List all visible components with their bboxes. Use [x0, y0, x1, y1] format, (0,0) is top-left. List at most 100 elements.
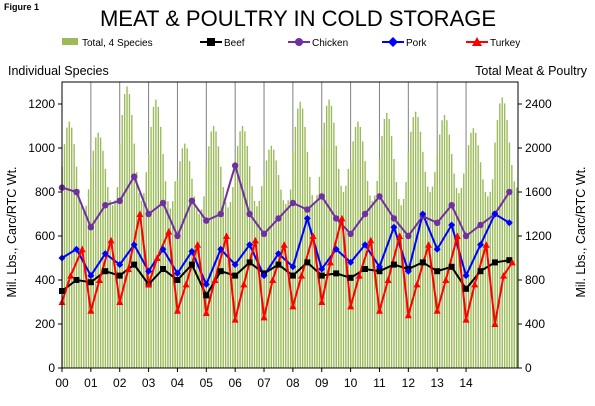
- total-bars: [61, 86, 518, 369]
- total-bar: [99, 137, 102, 368]
- pork-point: [505, 219, 513, 227]
- total-bar: [143, 193, 145, 368]
- beef-point: [376, 268, 383, 275]
- total-bar: [506, 119, 508, 368]
- chicken-point: [405, 232, 412, 240]
- chicken-point: [73, 188, 80, 196]
- left-tick-label: 600: [35, 229, 55, 243]
- total-bar: [374, 195, 376, 368]
- chicken-point: [506, 188, 513, 196]
- total-bar: [241, 126, 244, 368]
- pork-point: [202, 280, 210, 288]
- total-bar: [198, 214, 200, 368]
- total-bar: [402, 199, 405, 368]
- total-bar: [239, 131, 241, 368]
- legend-label-total: Total, 4 Species: [82, 38, 153, 49]
- beef-point: [87, 279, 94, 286]
- total-bar: [270, 145, 273, 368]
- turkey-point: [355, 272, 363, 279]
- total-bar: [140, 200, 143, 368]
- x-tick-label: 02: [113, 376, 127, 390]
- chicken-point: [433, 219, 441, 226]
- turkey-point: [96, 276, 104, 283]
- turkey-point: [173, 307, 181, 314]
- left-tick-label: 200: [35, 317, 55, 331]
- total-bar: [111, 205, 114, 368]
- total-bar: [304, 126, 306, 368]
- total-bar: [455, 187, 458, 368]
- figure-label: Figure 1: [4, 2, 39, 12]
- total-bar: [131, 115, 133, 368]
- total-bar: [448, 134, 451, 368]
- right-tick-label: 1200: [525, 229, 552, 243]
- turkey-point: [462, 316, 470, 323]
- total-bar: [426, 186, 429, 368]
- total-bar: [265, 160, 268, 368]
- turkey-point: [87, 307, 95, 314]
- pork-point: [188, 247, 196, 255]
- turkey-line: [61, 213, 514, 325]
- pork-point: [116, 261, 124, 269]
- total-bar: [215, 131, 217, 368]
- total-bar: [222, 187, 224, 368]
- total-bar: [501, 97, 503, 369]
- beef-point: [203, 292, 210, 299]
- total-bar: [268, 149, 270, 368]
- total-bar: [309, 176, 311, 368]
- total-bar: [412, 117, 414, 369]
- total-bar: [400, 205, 402, 368]
- turkey-point: [182, 280, 190, 288]
- chicken-point: [332, 215, 340, 222]
- total-bar: [487, 196, 489, 368]
- turkey-point: [260, 313, 268, 321]
- total-bar: [330, 105, 333, 369]
- total-bar: [164, 181, 167, 368]
- total-bar: [251, 186, 253, 368]
- total-bar: [458, 193, 460, 368]
- right-tick-label: 400: [525, 317, 545, 331]
- x-tick-label: 05: [200, 376, 214, 390]
- beef-point: [491, 259, 498, 266]
- chicken-point: [231, 162, 239, 169]
- turkey-point: [165, 228, 173, 235]
- turkey-point: [508, 258, 516, 266]
- pork-point: [347, 258, 355, 266]
- x-tick-label: 13: [431, 376, 445, 390]
- total-bar: [407, 151, 410, 368]
- pork-point: [404, 267, 412, 275]
- pork-point: [130, 241, 138, 249]
- chicken-point: [174, 232, 181, 240]
- turkey-point: [309, 232, 317, 239]
- pork-point: [274, 250, 282, 258]
- total-bar: [388, 118, 390, 368]
- x-ticks: 00 01 02 03 04 05 06 07 08 09 10 11 12 13 14: [55, 368, 473, 390]
- x-tick-label: 08: [286, 376, 300, 390]
- turkey-point: [318, 298, 326, 305]
- pork-point: [72, 245, 80, 253]
- legend-swatch-total: [62, 38, 78, 45]
- total-bar: [205, 166, 208, 368]
- total-bar: [92, 150, 95, 368]
- total-bar: [256, 206, 258, 368]
- turkey-point: [491, 320, 499, 327]
- legend-marker-beef: [207, 38, 215, 46]
- beef-point: [73, 277, 80, 283]
- total-bar: [90, 168, 92, 368]
- total-bar: [313, 201, 316, 368]
- total-bar: [337, 168, 340, 368]
- turkey-point: [298, 272, 306, 279]
- total-bar: [335, 145, 337, 368]
- total-bar: [227, 207, 229, 368]
- left-tick-label: 800: [35, 185, 55, 199]
- total-bar: [362, 141, 364, 368]
- pork-point: [231, 261, 239, 269]
- total-bar: [383, 118, 386, 368]
- turkey-point: [269, 276, 277, 283]
- total-bar: [386, 112, 388, 368]
- turkey-point: [145, 280, 153, 288]
- total-bar: [321, 145, 323, 368]
- chicken-point: [275, 215, 282, 222]
- total-bar: [285, 204, 287, 368]
- turkey-point: [202, 309, 210, 316]
